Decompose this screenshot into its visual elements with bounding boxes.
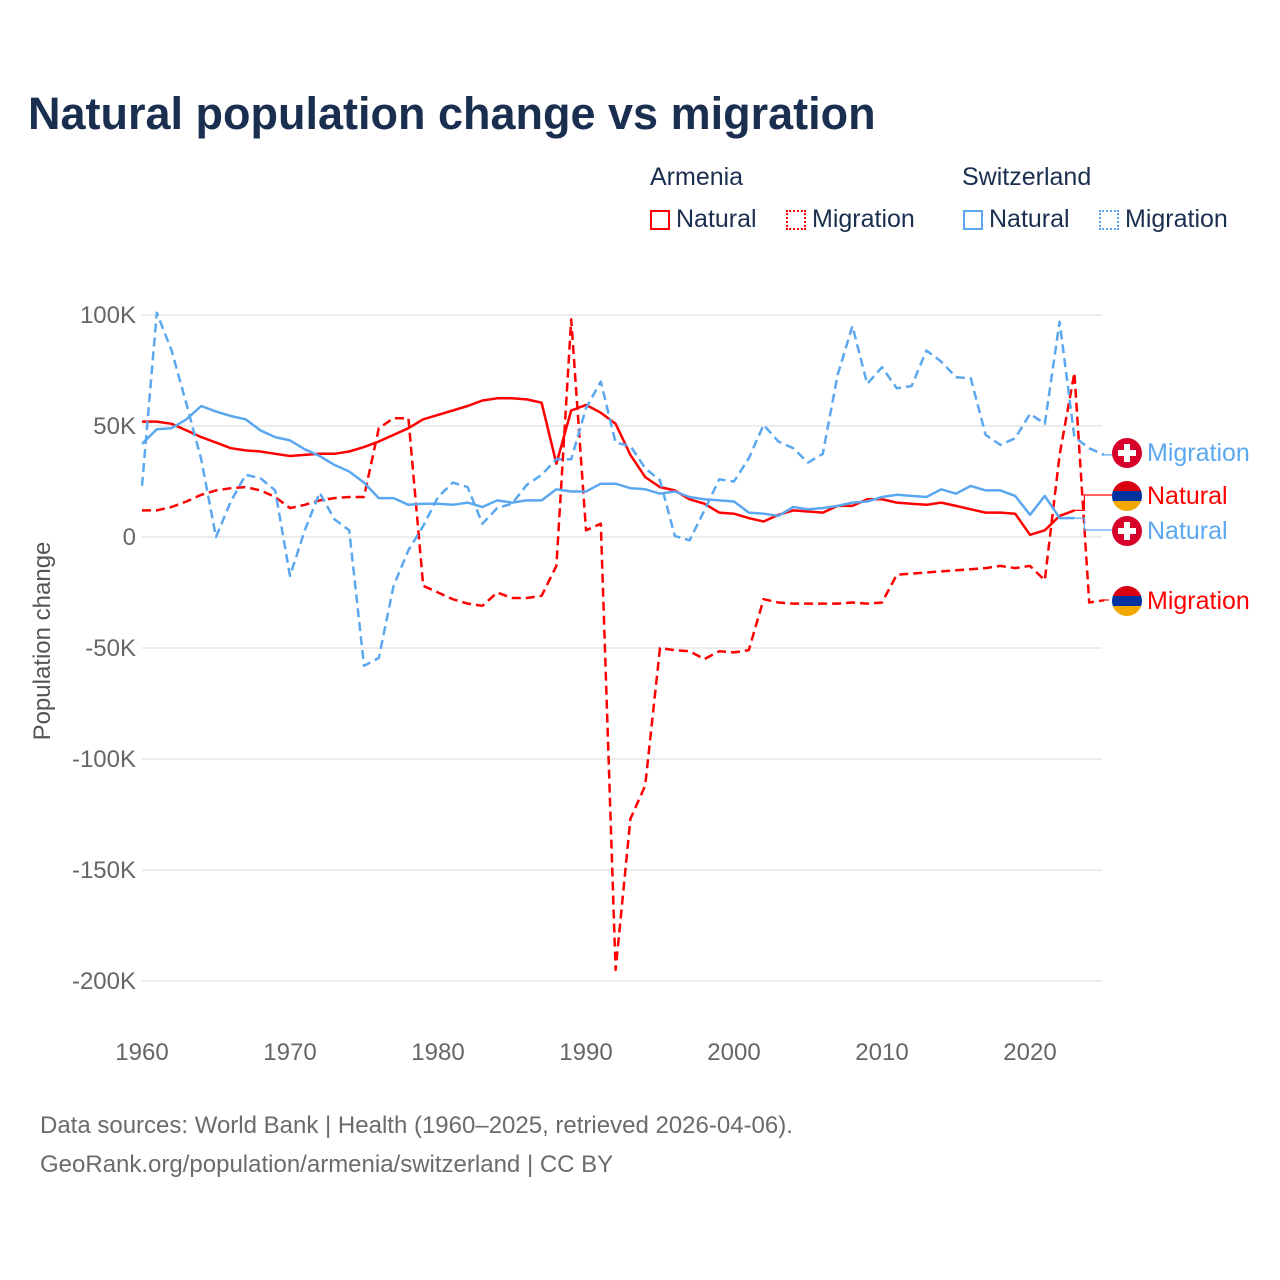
legend-armenia-natural[interactable]: Natural — [650, 205, 757, 234]
end-label-switzerland-migration: Migration — [1104, 438, 1250, 468]
legend-group-switzerland: Switzerland — [962, 163, 1092, 191]
grid — [142, 314, 1102, 982]
end-label-armenia-migration: Migration — [1104, 586, 1250, 616]
y-tick-label: 0 — [123, 524, 136, 551]
y-tick-label: -100K — [72, 746, 136, 773]
x-axis: 1960 1970 1980 1990 2000 2010 2020 — [115, 1039, 1056, 1066]
y-tick-label: -50K — [85, 635, 136, 662]
leader-line — [1074, 494, 1112, 511]
x-tick-label: 1960 — [115, 1039, 168, 1066]
legend-switzerland-natural[interactable]: Natural — [963, 205, 1070, 234]
legend-armenia-migration[interactable]: Migration — [786, 205, 915, 234]
x-tick-label: 2010 — [855, 1039, 908, 1066]
end-label-switzerland-natural: Natural — [1074, 516, 1228, 546]
y-tick-label: -200K — [72, 968, 136, 995]
end-label-text: Natural — [1147, 482, 1228, 510]
x-tick-label: 2020 — [1003, 1039, 1056, 1066]
attribution-link[interactable]: GeoRank.org/population/armenia/switzerla… — [40, 1151, 614, 1178]
legend-label: Natural — [989, 205, 1070, 233]
x-tick-label: 1970 — [263, 1039, 316, 1066]
legend-swatch-dotted — [1099, 209, 1119, 230]
armenia-flag-icon — [1112, 586, 1142, 616]
switzerland-flag-icon — [1112, 438, 1142, 468]
series-armenia-natural[interactable] — [142, 397, 1075, 537]
legend-label: Natural — [676, 205, 757, 233]
legend-swatch-solid — [963, 209, 983, 230]
legend-label: Migration — [812, 205, 915, 233]
end-label-text: Migration — [1147, 587, 1250, 615]
x-tick-label: 1980 — [411, 1039, 464, 1066]
legend-swatch-dotted — [786, 209, 806, 230]
legend-group-armenia: Armenia — [650, 163, 744, 191]
legend-label: Migration — [1125, 205, 1228, 233]
source-note: Data sources: World Bank | Health (1960–… — [40, 1112, 793, 1139]
end-label-text: Migration — [1147, 439, 1250, 467]
leader-line — [1074, 517, 1112, 531]
footer: Data sources: World Bank | Health (1960–… — [40, 1106, 793, 1184]
switzerland-flag-icon — [1112, 516, 1142, 546]
series-switzerland-natural[interactable] — [141, 404, 1075, 520]
armenia-flag-icon — [1112, 481, 1142, 511]
x-tick-label: 1990 — [559, 1039, 612, 1066]
end-label-armenia-natural: Natural — [1074, 481, 1228, 511]
y-tick-label: -150K — [72, 857, 136, 884]
series-switzerland-migration[interactable] — [140, 311, 1105, 668]
y-axis: 100K 50K 0 -50K -100K -150K -200K — [72, 302, 136, 995]
legend-swatch-solid — [650, 209, 670, 230]
x-tick-label: 2000 — [707, 1039, 760, 1066]
y-tick-label: 100K — [80, 302, 136, 329]
series-lines — [140, 311, 1105, 972]
series-armenia-migration[interactable] — [142, 318, 1105, 972]
legend-switzerland-migration[interactable]: Migration — [1099, 205, 1228, 234]
y-tick-label: 50K — [93, 413, 136, 440]
y-axis-label: Population change — [29, 542, 56, 741]
end-label-text: Natural — [1147, 517, 1228, 545]
end-labels: Migration Natural Natural Migration — [1074, 438, 1250, 616]
chart-title: Natural population change vs migration — [28, 88, 876, 139]
